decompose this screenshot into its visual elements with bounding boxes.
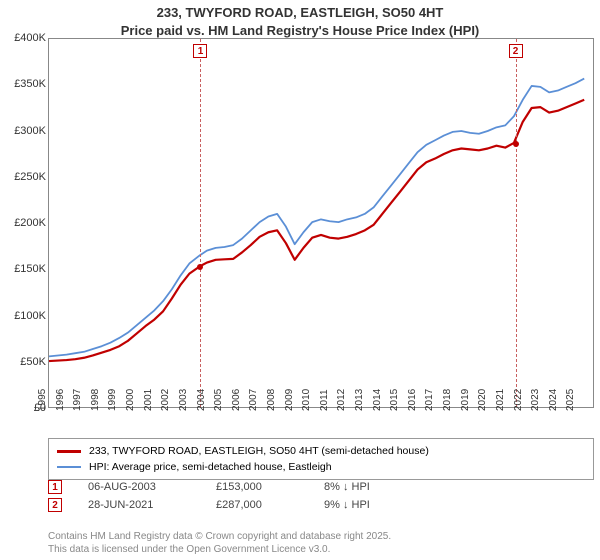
x-tick: 2014 bbox=[372, 389, 383, 411]
legend-swatch bbox=[57, 450, 81, 453]
marker-dot bbox=[197, 264, 203, 270]
x-tick: 2008 bbox=[266, 389, 277, 411]
y-tick: £150K bbox=[14, 263, 46, 275]
marker-dot bbox=[513, 141, 519, 147]
marker-row-badge: 1 bbox=[48, 480, 62, 494]
x-tick: 2000 bbox=[125, 389, 136, 411]
legend-row: HPI: Average price, semi-detached house,… bbox=[57, 459, 585, 475]
marker-vline bbox=[516, 39, 517, 407]
legend: 233, TWYFORD ROAD, EASTLEIGH, SO50 4HT (… bbox=[48, 438, 594, 480]
x-tick: 2002 bbox=[160, 389, 171, 411]
y-tick: £100K bbox=[14, 310, 46, 322]
line-series-svg bbox=[49, 39, 593, 407]
x-tick: 2015 bbox=[389, 389, 400, 411]
x-tick: 2017 bbox=[424, 389, 435, 411]
y-axis: £0£50K£100K£150K£200K£250K£300K£350K£400… bbox=[0, 38, 48, 408]
marker-vline bbox=[200, 39, 201, 407]
marker-badge: 2 bbox=[509, 44, 523, 58]
x-tick: 2004 bbox=[196, 389, 207, 411]
marker-row-diff: 8% ↓ HPI bbox=[324, 481, 444, 493]
x-tick: 1998 bbox=[90, 389, 101, 411]
x-tick: 2018 bbox=[442, 389, 453, 411]
x-tick: 1996 bbox=[55, 389, 66, 411]
marker-row-date: 06-AUG-2003 bbox=[88, 481, 208, 493]
legend-label: 233, TWYFORD ROAD, EASTLEIGH, SO50 4HT (… bbox=[89, 445, 429, 457]
marker-row-price: £287,000 bbox=[216, 499, 316, 511]
legend-label: HPI: Average price, semi-detached house,… bbox=[89, 461, 332, 473]
series-line bbox=[49, 100, 584, 361]
title-line-1: 233, TWYFORD ROAD, EASTLEIGH, SO50 4HT bbox=[0, 4, 600, 22]
x-tick: 2006 bbox=[231, 389, 242, 411]
footer-line-1: Contains HM Land Registry data © Crown c… bbox=[48, 531, 391, 544]
x-tick: 2022 bbox=[513, 389, 524, 411]
x-tick: 2001 bbox=[143, 389, 154, 411]
x-tick: 2003 bbox=[178, 389, 189, 411]
x-tick: 2019 bbox=[460, 389, 471, 411]
plot-area: 12 bbox=[48, 38, 594, 408]
series-line bbox=[49, 79, 584, 357]
y-tick: £350K bbox=[14, 78, 46, 90]
marker-row-date: 28-JUN-2021 bbox=[88, 499, 208, 511]
marker-table: 1 06-AUG-2003 £153,000 8% ↓ HPI 2 28-JUN-2021… bbox=[48, 478, 594, 514]
x-tick: 2012 bbox=[336, 389, 347, 411]
x-tick: 2010 bbox=[301, 389, 312, 411]
marker-badge: 1 bbox=[193, 44, 207, 58]
x-tick: 2024 bbox=[548, 389, 559, 411]
x-tick: 2011 bbox=[319, 389, 330, 411]
x-tick: 2020 bbox=[477, 389, 488, 411]
y-tick: £250K bbox=[14, 171, 46, 183]
x-tick: 2023 bbox=[530, 389, 541, 411]
marker-row: 2 28-JUN-2021 £287,000 9% ↓ HPI bbox=[48, 496, 594, 514]
x-tick: 2021 bbox=[495, 389, 506, 411]
marker-row-badge: 2 bbox=[48, 498, 62, 512]
x-tick: 1997 bbox=[72, 389, 83, 411]
x-axis: 1995199619971998199920002001200220032004… bbox=[48, 408, 594, 434]
marker-row-price: £153,000 bbox=[216, 481, 316, 493]
y-tick: £200K bbox=[14, 217, 46, 229]
footer-line-2: This data is licensed under the Open Gov… bbox=[48, 544, 391, 557]
marker-row-diff: 9% ↓ HPI bbox=[324, 499, 444, 511]
x-tick: 2013 bbox=[354, 389, 365, 411]
y-tick: £50K bbox=[20, 356, 46, 368]
y-tick: £400K bbox=[14, 32, 46, 44]
x-tick: 1995 bbox=[37, 389, 48, 411]
x-tick: 2025 bbox=[565, 389, 576, 411]
legend-row: 233, TWYFORD ROAD, EASTLEIGH, SO50 4HT (… bbox=[57, 443, 585, 459]
footer: Contains HM Land Registry data © Crown c… bbox=[48, 531, 391, 556]
x-tick: 2016 bbox=[407, 389, 418, 411]
title-line-2: Price paid vs. HM Land Registry's House … bbox=[0, 22, 600, 40]
x-tick: 2005 bbox=[213, 389, 224, 411]
y-tick: £300K bbox=[14, 125, 46, 137]
chart: £0£50K£100K£150K£200K£250K£300K£350K£400… bbox=[0, 38, 600, 434]
marker-row: 1 06-AUG-2003 £153,000 8% ↓ HPI bbox=[48, 478, 594, 496]
title-block: 233, TWYFORD ROAD, EASTLEIGH, SO50 4HT P… bbox=[0, 0, 600, 39]
x-tick: 2007 bbox=[248, 389, 259, 411]
x-tick: 2009 bbox=[284, 389, 295, 411]
x-tick: 1999 bbox=[107, 389, 118, 411]
legend-swatch bbox=[57, 466, 81, 468]
